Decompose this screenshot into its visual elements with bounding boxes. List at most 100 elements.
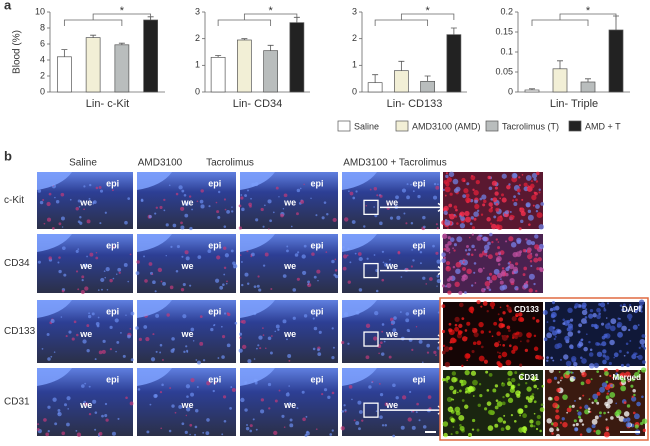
texture: [483, 199, 487, 204]
texture: [331, 355, 335, 360]
texture: [486, 389, 490, 392]
texture: [159, 390, 163, 394]
texture: [149, 403, 152, 406]
texture: [239, 254, 242, 256]
texture: [346, 254, 349, 257]
legend-swatch: [395, 120, 409, 132]
texture: [423, 225, 426, 229]
row-label: CD31: [4, 397, 30, 408]
texture: [41, 347, 44, 350]
texture: [567, 323, 573, 329]
texture: [613, 352, 619, 358]
tissue-label: epi: [311, 306, 324, 316]
texture: [476, 209, 480, 213]
texture: [415, 325, 418, 328]
texture: [125, 396, 128, 400]
column-header: AMD3100: [138, 158, 183, 169]
texture: [591, 418, 598, 425]
texture: [604, 355, 610, 361]
texture: [361, 419, 364, 422]
texture: [598, 414, 602, 418]
texture: [178, 405, 183, 409]
texture: [611, 376, 614, 379]
legend-label: Saline: [354, 121, 379, 131]
texture: [51, 226, 55, 230]
texture: [501, 351, 508, 358]
texture: [525, 382, 528, 385]
texture: [576, 409, 579, 412]
texture: [294, 253, 299, 257]
texture: [117, 417, 120, 420]
texture: [529, 183, 535, 189]
texture: [381, 330, 384, 333]
texture: [631, 395, 634, 398]
texture: [495, 207, 500, 212]
texture: [494, 186, 498, 190]
texture: [499, 285, 505, 291]
texture: [552, 359, 555, 362]
texture: [185, 384, 191, 389]
texture: [312, 317, 315, 320]
texture: [267, 199, 272, 204]
texture: [601, 322, 605, 326]
texture: [470, 216, 475, 220]
texture: [275, 324, 280, 329]
texture: [533, 346, 539, 352]
texture: [268, 407, 271, 410]
texture: [464, 291, 467, 294]
texture: [562, 322, 566, 326]
texture: [136, 260, 140, 264]
texture: [516, 237, 522, 244]
texture: [401, 188, 407, 193]
texture: [109, 278, 113, 283]
panel-label: a: [4, 0, 12, 12]
texture: [525, 238, 528, 241]
texture: [577, 411, 582, 416]
texture: [122, 354, 126, 358]
texture: [485, 254, 488, 257]
texture: [643, 346, 647, 350]
texture: [581, 304, 586, 309]
chart-title: Lin- CD133: [387, 98, 443, 110]
texture: [527, 214, 534, 221]
texture: [552, 326, 556, 330]
texture: [456, 222, 459, 225]
y-tick-label: 10: [35, 6, 45, 16]
texture: [344, 409, 347, 412]
texture: [441, 378, 446, 382]
texture: [608, 361, 612, 366]
texture: [499, 197, 502, 200]
texture: [406, 183, 409, 186]
texture: [519, 363, 523, 367]
texture: [369, 188, 372, 191]
texture: [292, 316, 296, 320]
texture: [500, 427, 505, 432]
texture: [174, 411, 177, 414]
texture: [197, 360, 201, 365]
texture: [230, 386, 233, 389]
texture: [512, 199, 515, 202]
texture: [517, 192, 520, 195]
texture: [215, 278, 220, 283]
row-label: c-Kit: [4, 195, 24, 206]
texture: [238, 348, 243, 353]
texture: [559, 421, 562, 424]
texture: [355, 421, 360, 426]
texture: [556, 428, 560, 432]
texture: [642, 428, 647, 433]
texture: [365, 355, 370, 360]
texture: [554, 395, 560, 402]
bar: [289, 22, 305, 93]
texture: [452, 426, 455, 428]
texture: [389, 216, 394, 220]
texture: [444, 219, 451, 226]
texture: [227, 312, 231, 317]
texture: [281, 414, 285, 418]
texture: [559, 379, 562, 382]
texture: [525, 175, 532, 181]
texture: [472, 341, 477, 345]
texture: [137, 388, 141, 391]
tissue-label: we: [283, 329, 296, 339]
texture: [123, 263, 128, 267]
texture: [246, 250, 249, 253]
